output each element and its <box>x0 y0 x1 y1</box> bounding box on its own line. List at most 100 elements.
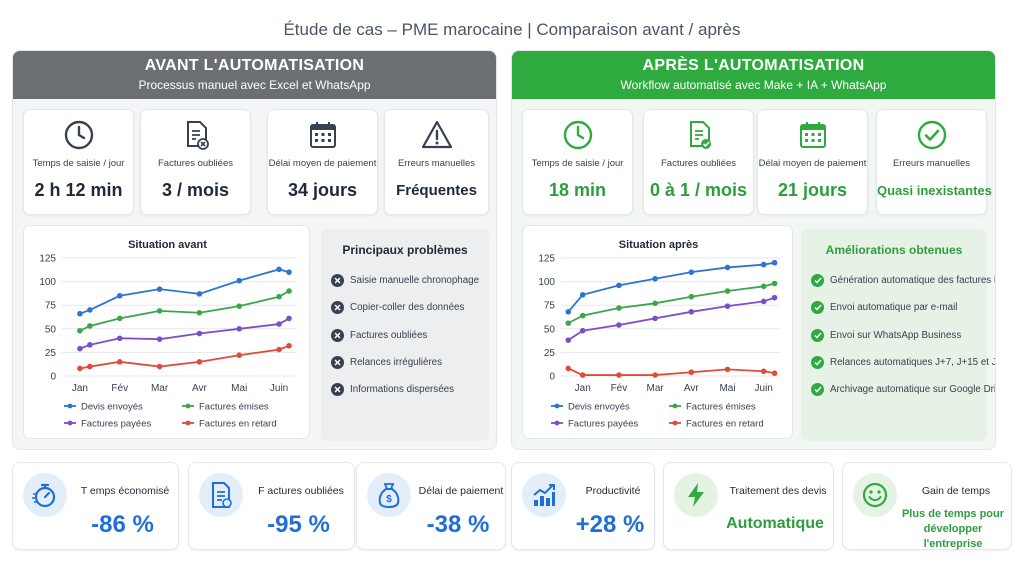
x-tick-label: Jan <box>72 383 88 394</box>
data-point <box>87 323 93 329</box>
problem-text: Informations dispersées <box>350 384 455 396</box>
money-bag-icon: $ <box>367 473 411 517</box>
metric-label: Gain de temps <box>921 485 991 497</box>
list-item: Archivage automatique sur Google Drive <box>811 376 995 403</box>
data-point <box>724 303 731 309</box>
data-point <box>156 286 163 292</box>
metric-forgotten-invoices: F actures oubliées -95 % <box>188 462 355 550</box>
metric-value: -38 % <box>426 511 490 538</box>
improvement-text: Envoi automatique par e-mail <box>830 302 958 314</box>
data-point <box>156 308 163 314</box>
kpi-value: 3 / mois <box>161 180 230 200</box>
after-title: APRÈS L'AUTOMATISATION <box>642 57 865 74</box>
improvement-text: Archivage automatique sur Google Drive <box>830 384 996 396</box>
after-chart-card: Situation après 0 25 50 75 100 125 Jan Fév Mar Avr… <box>522 225 793 439</box>
legend-marker <box>185 420 191 426</box>
page-title: Étude de cas – PME marocaine | Comparais… <box>283 20 741 39</box>
y-tick-label: 75 <box>45 301 57 312</box>
data-point <box>565 365 572 372</box>
legend-label: Factures en retard <box>199 419 277 430</box>
data-point <box>236 352 243 359</box>
x-tick-label: Mai <box>231 383 247 394</box>
x-tick-label: Juin <box>270 383 288 394</box>
data-point <box>286 315 292 322</box>
data-point <box>760 368 767 375</box>
series-line <box>567 367 775 376</box>
data-point <box>156 363 163 370</box>
x-tick-label: Mar <box>151 383 169 394</box>
list-item: Relances automatiques J+7, J+15 et J+30 <box>811 349 995 376</box>
legend-label: Devis envoyés <box>568 402 630 413</box>
data-point <box>579 312 586 319</box>
x-circle-icon <box>331 383 344 397</box>
data-point <box>579 372 586 378</box>
y-tick-label: 50 <box>544 324 556 335</box>
kpi-label: Délai moyen de paiement <box>758 158 867 169</box>
data-point <box>579 292 586 298</box>
kpi-value: 21 jours <box>777 180 848 200</box>
y-tick-label: 0 <box>50 372 56 383</box>
data-point <box>116 359 123 365</box>
before-kpi-forgotten-invoices: Factures oubliées 3 / mois <box>140 109 251 215</box>
data-point <box>771 370 778 376</box>
data-point <box>87 342 93 348</box>
series-line <box>79 344 290 370</box>
series-line <box>567 282 775 324</box>
data-point <box>77 327 83 334</box>
data-point <box>652 300 658 307</box>
legend-marker <box>672 403 678 409</box>
data-point <box>652 275 658 282</box>
y-tick-label: 25 <box>45 348 57 359</box>
y-tick-label: 100 <box>538 277 555 288</box>
data-point <box>616 372 622 378</box>
kpi-value: Quasi inexistantes <box>877 183 992 198</box>
data-point <box>276 346 282 353</box>
data-point <box>616 305 622 311</box>
chart-title: Situation avant <box>128 239 207 251</box>
improvements-list: Génération automatique des factures PDF … <box>801 267 995 403</box>
data-point <box>616 322 622 328</box>
data-point <box>616 282 622 289</box>
chart-title: Situation après <box>619 239 698 251</box>
check-circle-icon <box>811 274 824 288</box>
data-point <box>652 315 658 322</box>
improvement-text: Envoi sur WhatsApp Business <box>830 329 962 341</box>
smiley-icon <box>853 473 897 517</box>
after-kpi-forgotten-invoices: Factures oubliées 0 à 1 / mois <box>643 109 754 215</box>
metric-label: Délai de paiement <box>418 485 504 497</box>
clock-icon <box>563 120 592 150</box>
x-tick-label: Avr <box>684 383 699 394</box>
invoice-error-icon <box>186 121 209 150</box>
data-point <box>688 309 695 315</box>
problem-text: Saisie manuelle chronophage <box>350 275 480 287</box>
legend-marker <box>185 403 191 409</box>
after-panel: APRÈS L'AUTOMATISATION Workflow automati… <box>511 50 996 450</box>
data-point <box>286 288 292 294</box>
data-point <box>286 269 292 275</box>
data-point <box>116 335 123 342</box>
kpi-label: Factures oubliées <box>158 158 233 169</box>
growth-chart-icon <box>522 473 566 517</box>
before-title: AVANT L'AUTOMATISATION <box>144 57 365 74</box>
data-point <box>579 327 586 334</box>
data-point <box>236 326 243 332</box>
before-chart-card: Situation avant 0 25 50 75 100 125 Jan Fév Mar Avr… <box>23 225 310 439</box>
x-tick-label: Juin <box>755 383 773 394</box>
legend-label: Factures payées <box>568 419 638 430</box>
list-item: Envoi sur WhatsApp Business <box>811 322 987 349</box>
list-item: Factures oubliées <box>331 322 489 349</box>
metric-productivity: Productivité +28 % <box>511 462 655 550</box>
legend-marker <box>554 420 560 426</box>
before-header: AVANT L'AUTOMATISATION Processus manuel … <box>13 51 496 99</box>
data-point <box>760 298 767 305</box>
invoice-icon <box>199 473 243 517</box>
before-line-chart: Situation avant 0 25 50 75 100 125 Jan Fév Mar Avr… <box>39 239 297 430</box>
metric-label: Productivité <box>585 485 641 497</box>
improvement-text: Relances automatiques J+7, J+15 et J+30 <box>830 357 996 369</box>
metric-value: -95 % <box>267 511 330 538</box>
data-point <box>276 293 282 300</box>
improvements-title: Améliorations obtenues <box>825 243 963 257</box>
problems-title: Principaux problèmes <box>342 243 468 257</box>
y-tick-label: 75 <box>544 301 556 312</box>
lightning-icon <box>674 473 718 517</box>
